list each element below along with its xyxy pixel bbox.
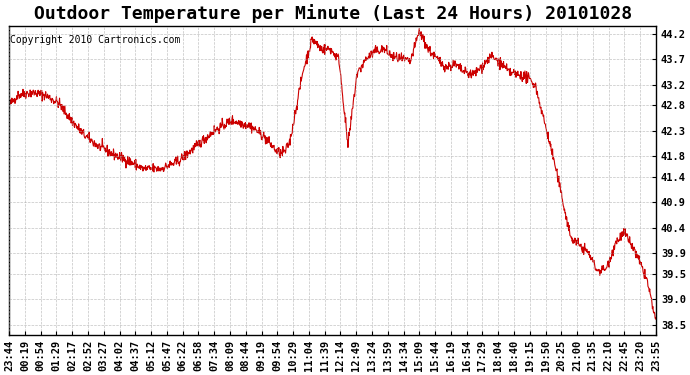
Title: Outdoor Temperature per Minute (Last 24 Hours) 20101028: Outdoor Temperature per Minute (Last 24 … bbox=[34, 4, 631, 23]
Text: Copyright 2010 Cartronics.com: Copyright 2010 Cartronics.com bbox=[10, 35, 181, 45]
